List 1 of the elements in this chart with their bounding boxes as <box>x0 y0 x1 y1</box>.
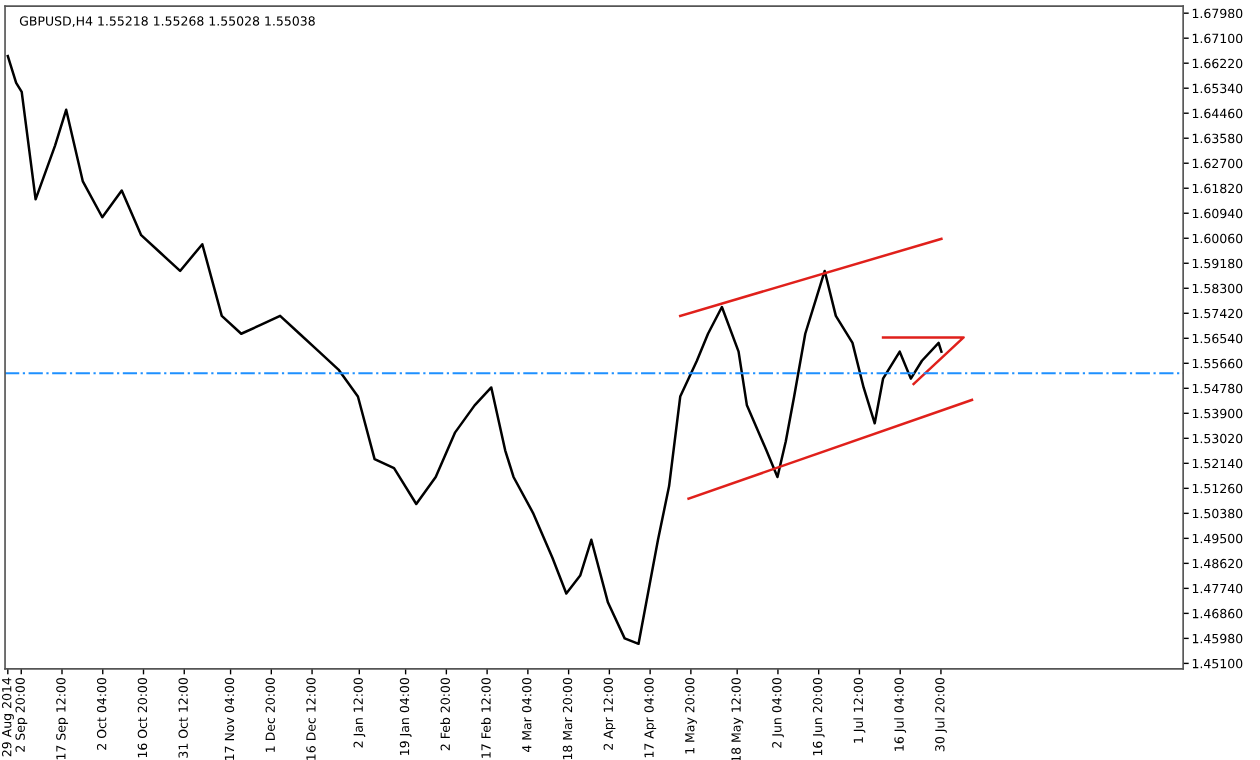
line-series <box>6 54 943 646</box>
